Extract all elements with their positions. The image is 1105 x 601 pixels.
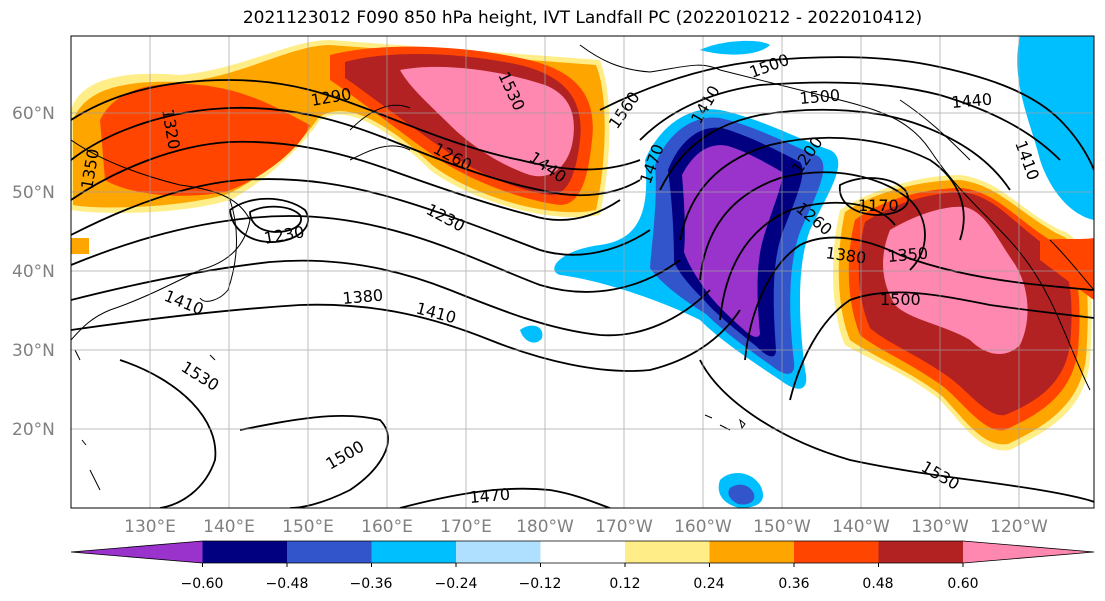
colorbar-swatch bbox=[71, 541, 203, 563]
colorbar-swatch bbox=[371, 541, 457, 563]
colorbar-swatch bbox=[878, 541, 964, 563]
lon-tick-label: 140°W bbox=[832, 517, 890, 537]
lon-tick-label: 140°E bbox=[203, 517, 255, 537]
contour-label: 1440 bbox=[951, 90, 993, 112]
contour-label: 1500 bbox=[799, 86, 841, 108]
colorbar-swatch bbox=[540, 541, 626, 563]
colorbar-tick-label: −0.36 bbox=[350, 576, 393, 592]
colorbar-swatch bbox=[963, 541, 1094, 563]
lat-axis: 60°N 50°N 40°N 30°N 20°N bbox=[12, 104, 55, 440]
lon-tick-label: 170°W bbox=[595, 517, 653, 537]
lon-tick-label: 120°W bbox=[990, 517, 1048, 537]
map-frame bbox=[70, 35, 1095, 509]
colorbar-swatch bbox=[456, 541, 541, 563]
height-contours bbox=[71, 56, 1094, 508]
lon-tick-label: 160°W bbox=[674, 517, 732, 537]
colorbar-swatch bbox=[709, 541, 795, 563]
colorbar-tick-label: 0.24 bbox=[693, 576, 724, 592]
lon-tick-label: 150°W bbox=[753, 517, 811, 537]
map-title: 2021123012 F090 850 hPa height, IVT Land… bbox=[242, 8, 923, 28]
colorbar-tick-label: 0.36 bbox=[778, 576, 809, 592]
contour-label: 1170 bbox=[858, 196, 899, 215]
lon-tick-label: 180°W bbox=[516, 517, 574, 537]
colorbar-tick-label: −0.24 bbox=[435, 576, 478, 592]
lon-tick-label: 160°E bbox=[361, 517, 413, 537]
lon-tick-label: 130°E bbox=[124, 517, 176, 537]
lat-tick-label: 40°N bbox=[12, 262, 55, 282]
colorbar-tick-labels: −0.60 −0.48 −0.36 −0.24 −0.12 0.12 0.24 … bbox=[181, 576, 979, 592]
contour-label: 1500 bbox=[880, 290, 921, 309]
lon-tick-label: 130°W bbox=[911, 517, 969, 537]
colorbar-swatch bbox=[794, 541, 879, 563]
negative-anomaly-central-pacific bbox=[520, 109, 839, 508]
negative-anomaly-northeast-corner bbox=[700, 36, 1094, 220]
map-plot-area: 1290 1320 1350 1260 1230 1230 1440 1530 … bbox=[71, 36, 1094, 508]
contour-label: 1470 bbox=[469, 485, 511, 507]
contour-label: 1380 bbox=[342, 286, 384, 308]
colorbar-tick-label: 0.48 bbox=[862, 576, 893, 592]
lon-axis: 130°E 140°E 150°E 160°E 170°E 180°W 170°… bbox=[124, 517, 1048, 537]
colorbar-tick-label: −0.48 bbox=[266, 576, 309, 592]
colorbar-tick-label: −0.12 bbox=[519, 576, 562, 592]
colorbar-swatches bbox=[70, 540, 1095, 564]
colorbar: −0.60 −0.48 −0.36 −0.24 −0.12 0.12 0.24 … bbox=[70, 540, 1095, 592]
lon-tick-label: 150°E bbox=[282, 517, 334, 537]
lat-tick-label: 20°N bbox=[12, 420, 55, 440]
colorbar-tick-label: −0.60 bbox=[181, 576, 224, 592]
lat-tick-label: 60°N bbox=[12, 104, 55, 124]
lat-tick-label: 30°N bbox=[12, 341, 55, 361]
colorbar-swatch bbox=[625, 541, 710, 563]
lon-tick-label: 170°E bbox=[440, 517, 492, 537]
lat-tick-label: 50°N bbox=[12, 183, 55, 203]
colorbar-swatch bbox=[202, 541, 288, 563]
contour-label: 1350 bbox=[887, 244, 929, 266]
colorbar-swatch bbox=[287, 541, 372, 563]
positive-anomaly-northeast-pacific bbox=[833, 175, 1094, 451]
colorbar-ticks bbox=[202, 563, 964, 567]
gridlines bbox=[71, 36, 1094, 508]
colorbar-tick-label: 0.12 bbox=[609, 576, 640, 592]
positive-anomaly-north-pacific bbox=[71, 40, 610, 254]
coastlines bbox=[71, 44, 1094, 491]
colorbar-tick-label: 0.60 bbox=[947, 576, 978, 592]
